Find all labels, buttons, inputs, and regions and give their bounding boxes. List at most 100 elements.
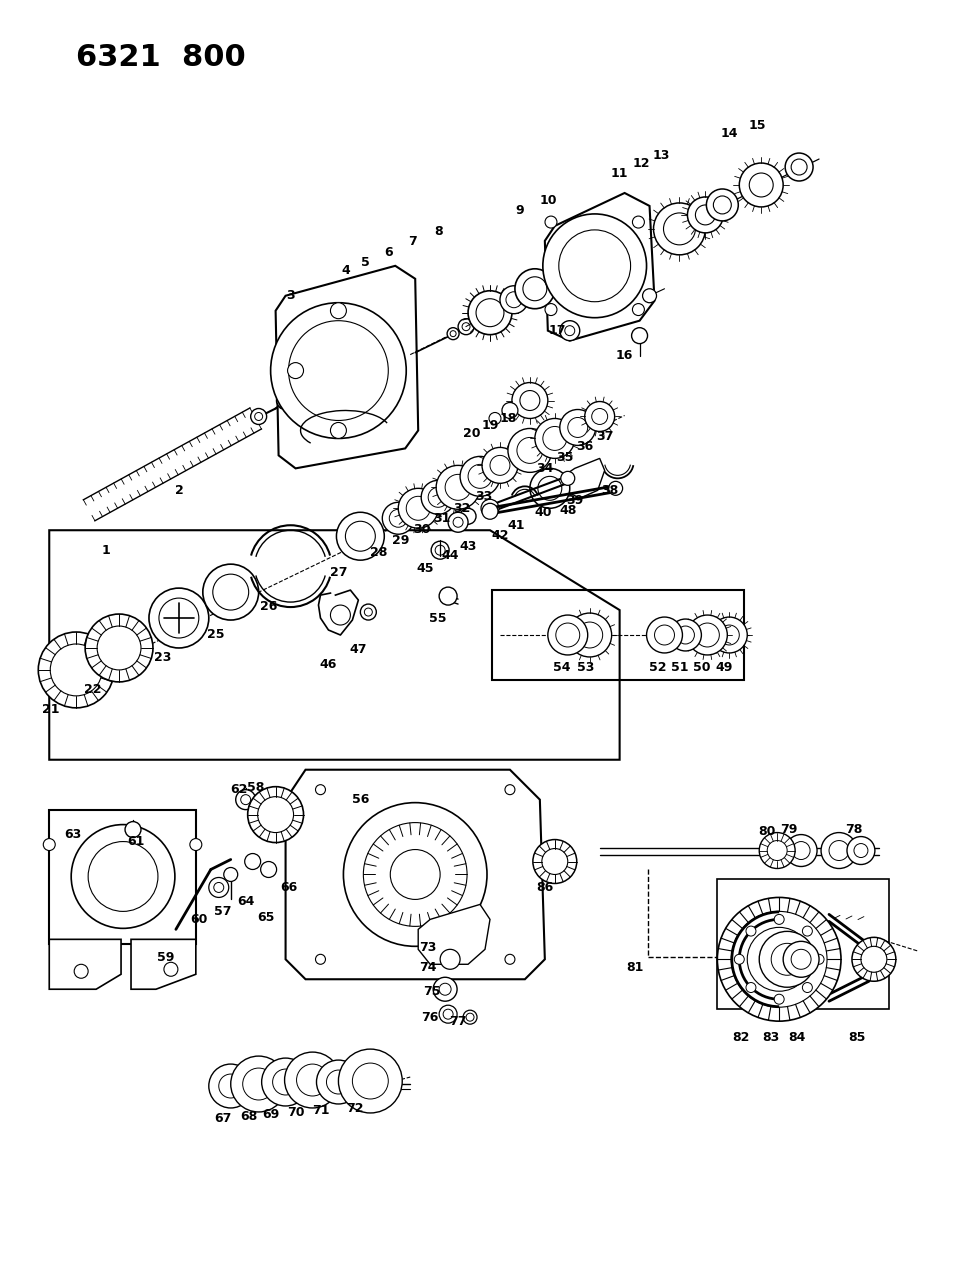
Circle shape	[749, 173, 773, 196]
Circle shape	[421, 481, 455, 514]
Text: 6321  800: 6321 800	[76, 43, 246, 73]
Circle shape	[523, 277, 547, 301]
Circle shape	[338, 1049, 403, 1113]
Circle shape	[97, 626, 141, 669]
Circle shape	[88, 842, 158, 912]
Text: 8: 8	[434, 226, 443, 238]
Text: 57: 57	[214, 905, 232, 918]
Text: 5: 5	[361, 256, 369, 269]
Circle shape	[450, 330, 456, 337]
Circle shape	[248, 787, 304, 843]
Circle shape	[235, 789, 256, 810]
Text: 25: 25	[207, 627, 225, 640]
Text: 14: 14	[721, 126, 738, 139]
Circle shape	[490, 455, 510, 476]
Text: 65: 65	[257, 910, 275, 924]
Circle shape	[460, 456, 500, 496]
Circle shape	[446, 474, 471, 500]
Text: 20: 20	[463, 427, 481, 440]
Text: 56: 56	[352, 793, 369, 806]
Circle shape	[556, 623, 579, 646]
Text: 40: 40	[534, 506, 552, 519]
Text: 68: 68	[240, 1111, 257, 1123]
Text: 7: 7	[407, 236, 416, 249]
Text: 58: 58	[247, 782, 265, 794]
Text: 3: 3	[286, 289, 295, 302]
Circle shape	[255, 413, 263, 421]
Circle shape	[792, 842, 810, 859]
Circle shape	[213, 574, 249, 609]
Circle shape	[330, 422, 347, 439]
Circle shape	[353, 1063, 388, 1099]
Circle shape	[330, 302, 347, 319]
Circle shape	[466, 1014, 474, 1021]
Circle shape	[468, 464, 492, 488]
Text: 16: 16	[616, 349, 633, 362]
Circle shape	[219, 1074, 242, 1098]
Circle shape	[159, 598, 199, 638]
Circle shape	[746, 926, 756, 936]
Circle shape	[336, 513, 384, 560]
Circle shape	[717, 898, 841, 1021]
Circle shape	[280, 395, 290, 405]
Circle shape	[297, 1065, 328, 1096]
Circle shape	[719, 625, 740, 645]
Circle shape	[688, 196, 723, 233]
Text: 82: 82	[733, 1030, 750, 1044]
Text: 39: 39	[566, 493, 583, 506]
Circle shape	[576, 622, 603, 648]
Circle shape	[389, 509, 407, 528]
Circle shape	[713, 196, 732, 214]
Circle shape	[284, 1052, 340, 1108]
Circle shape	[631, 328, 648, 344]
Text: 41: 41	[507, 519, 525, 532]
Circle shape	[251, 408, 267, 425]
Circle shape	[38, 632, 114, 708]
Circle shape	[774, 994, 785, 1005]
Text: 17: 17	[549, 324, 567, 337]
Circle shape	[481, 500, 499, 518]
Circle shape	[609, 482, 622, 495]
Circle shape	[428, 487, 448, 507]
Text: 51: 51	[670, 662, 688, 674]
Circle shape	[786, 835, 817, 867]
Circle shape	[802, 926, 812, 936]
Circle shape	[164, 963, 178, 977]
Text: 86: 86	[536, 881, 553, 894]
Circle shape	[316, 954, 325, 964]
Circle shape	[747, 927, 811, 991]
Text: 31: 31	[434, 511, 450, 525]
Circle shape	[543, 426, 567, 450]
Circle shape	[538, 477, 562, 500]
Circle shape	[440, 950, 460, 969]
Circle shape	[85, 615, 153, 682]
Circle shape	[784, 941, 819, 977]
Circle shape	[545, 215, 557, 228]
Text: 48: 48	[559, 504, 576, 516]
Circle shape	[506, 292, 522, 307]
Circle shape	[149, 588, 209, 648]
Circle shape	[346, 521, 375, 551]
Circle shape	[439, 1005, 457, 1023]
Circle shape	[771, 944, 803, 975]
Text: 53: 53	[577, 662, 594, 674]
Circle shape	[532, 839, 576, 884]
Circle shape	[565, 325, 574, 335]
Circle shape	[534, 418, 574, 459]
Circle shape	[363, 822, 467, 927]
Text: 69: 69	[262, 1108, 279, 1122]
Circle shape	[460, 509, 476, 524]
Circle shape	[746, 983, 756, 992]
Circle shape	[203, 564, 259, 620]
Text: 62: 62	[230, 783, 247, 796]
Circle shape	[439, 983, 451, 996]
Circle shape	[482, 448, 518, 483]
Polygon shape	[276, 265, 418, 468]
Circle shape	[505, 954, 515, 964]
Circle shape	[287, 362, 304, 379]
Circle shape	[632, 215, 645, 228]
Circle shape	[406, 496, 430, 520]
Circle shape	[390, 849, 440, 899]
Circle shape	[43, 839, 56, 850]
Text: 22: 22	[84, 683, 102, 696]
